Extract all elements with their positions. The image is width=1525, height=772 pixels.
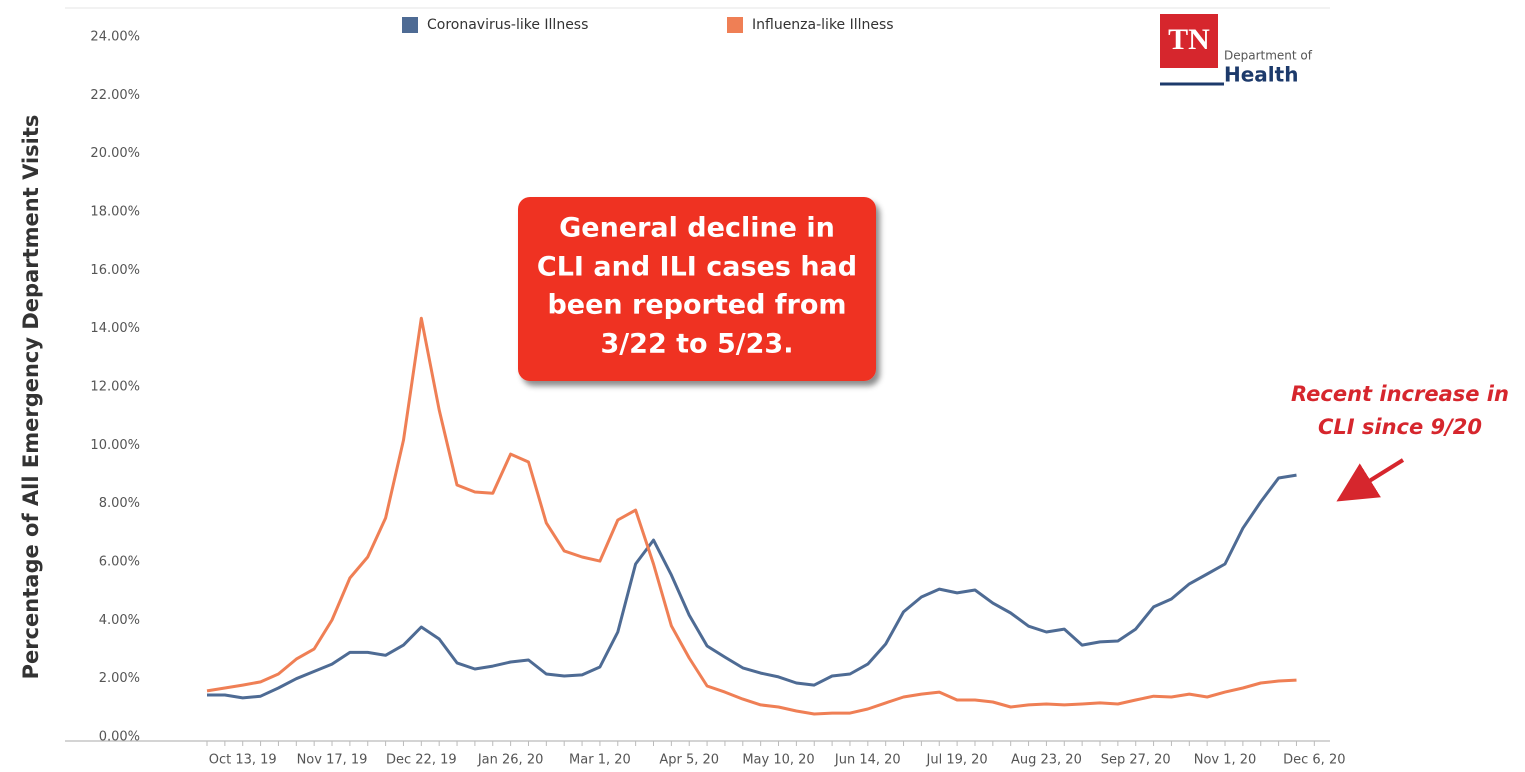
annotation-text: 3/22 to 5/23. (601, 329, 794, 360)
annotation-text: CLI and ILI cases had (537, 252, 857, 283)
legend-label: Influenza-like Illness (752, 17, 894, 33)
y-tick-label: 2.00% (99, 671, 140, 686)
x-tick-label: Apr 5, 20 (659, 753, 719, 768)
y-axis-title: Percentage of All Emergency Department V… (19, 115, 43, 680)
y-tick-label: 10.00% (90, 438, 140, 453)
y-tick-label: 22.00% (90, 88, 140, 103)
x-tick-label: Nov 1, 20 (1194, 753, 1257, 768)
annotation-text: Recent increase in (1291, 382, 1509, 406)
y-tick-label: 20.00% (90, 146, 140, 161)
x-tick-label: Nov 17, 19 (297, 753, 368, 768)
x-tick-label: Oct 13, 19 (209, 753, 277, 768)
annotation-text: CLI since 9/20 (1318, 415, 1482, 439)
x-tick-label: Sep 27, 20 (1101, 753, 1171, 768)
logo-mark: TN (1168, 23, 1210, 56)
x-tick-label: Aug 23, 20 (1011, 753, 1082, 768)
annotation-text: been reported from (547, 290, 846, 321)
y-tick-label: 12.00% (90, 380, 140, 395)
y-tick-label: 6.00% (99, 555, 140, 570)
x-tick-label: Jun 14, 20 (834, 753, 901, 768)
x-tick-label: Jan 26, 20 (477, 753, 544, 768)
legend-label: Coronavirus-like Illness (427, 17, 588, 33)
legend-swatch (402, 17, 418, 33)
annotation-text: General decline in (559, 213, 835, 244)
y-tick-label: 8.00% (99, 496, 140, 511)
series-line (207, 473, 1297, 700)
annotation-box (518, 197, 876, 381)
y-tick-label: 24.00% (90, 30, 140, 45)
logo: TN Department of Health (1160, 14, 1313, 87)
x-tick-label: Dec 22, 19 (386, 753, 457, 768)
logo-text: Health (1224, 63, 1298, 87)
x-tick-label: Jul 19, 20 (926, 753, 988, 768)
y-tick-label: 14.00% (90, 321, 140, 336)
x-tick-label: Mar 1, 20 (569, 753, 631, 768)
y-tick-label: 4.00% (99, 613, 140, 628)
logo-box (1160, 14, 1218, 68)
series-line (206, 316, 1297, 716)
y-tick-label: 0.00% (99, 730, 140, 745)
logo-text: Department of (1224, 49, 1313, 63)
x-tick-label: Dec 6, 20 (1283, 753, 1345, 768)
y-tick-label: 16.00% (90, 263, 140, 278)
x-tick-label: May 10, 20 (742, 753, 814, 768)
legend-swatch (727, 17, 743, 33)
annotation-arrow (1336, 458, 1405, 502)
y-tick-label: 18.00% (90, 205, 140, 220)
